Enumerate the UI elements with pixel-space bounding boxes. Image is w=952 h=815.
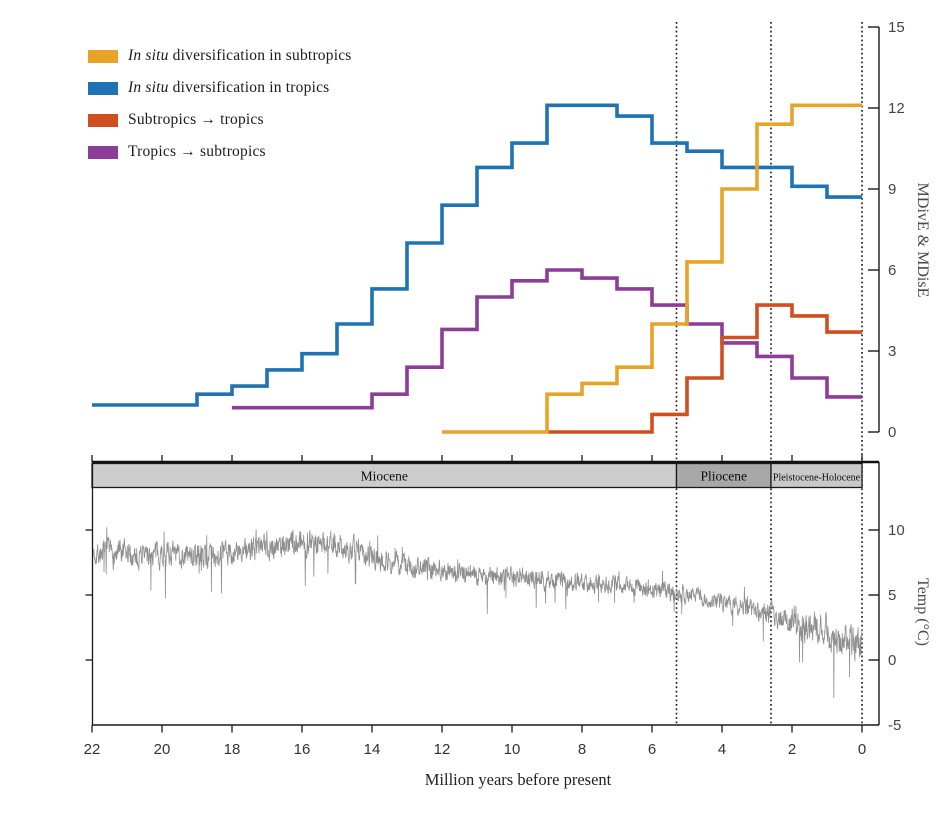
mdive-tick-label: 0 bbox=[888, 424, 896, 441]
temp-tick-label: 5 bbox=[888, 587, 896, 604]
epoch-box bbox=[675, 462, 772, 489]
temp-tick-label: 0 bbox=[888, 652, 896, 669]
epoch-bar: Miocene Pliocene Pleistocene-Holocene bbox=[91, 455, 879, 489]
temp-tick-label: 10 bbox=[888, 522, 905, 539]
legend-item-subtropics-to-tropics: Subtropics → tropics bbox=[88, 111, 264, 128]
x-tick-label: 20 bbox=[154, 741, 171, 758]
mdive-tick-label: 6 bbox=[888, 262, 896, 279]
legend-swatch bbox=[88, 145, 118, 159]
legend-item-tropics-to-subtropics: Tropics → subtropics bbox=[88, 143, 266, 160]
x-tick-label: 22 bbox=[84, 741, 101, 758]
x-tick-label: 0 bbox=[858, 741, 866, 758]
legend-label: Subtropics → tropics bbox=[128, 111, 264, 128]
temp-tick-label: -5 bbox=[888, 717, 901, 734]
step-series-subtropics-to-tropics bbox=[547, 303, 862, 434]
mdive-tick-label: 15 bbox=[888, 19, 905, 36]
mdive-tick-label: 3 bbox=[888, 343, 896, 360]
temp-panel: 10 5 0 -5 bbox=[85, 462, 905, 734]
legend-swatch bbox=[88, 49, 118, 63]
step-series-tropics-to-subtropics bbox=[232, 268, 862, 410]
x-axis: 22 20 18 16 14 12 10 8 6 4 2 0 bbox=[84, 725, 866, 758]
epoch-label: Pliocene bbox=[701, 469, 748, 484]
legend-swatch bbox=[88, 113, 118, 127]
epoch-box bbox=[91, 462, 678, 489]
mdive-tick-label: 12 bbox=[888, 100, 905, 117]
x-tick-label: 4 bbox=[718, 741, 726, 758]
legend-item-in-situ-tropics: In situ diversification in tropics bbox=[88, 79, 330, 96]
mdive-axis: 0 3 6 9 12 15 bbox=[868, 19, 905, 441]
x-tick-label: 2 bbox=[788, 741, 796, 758]
x-tick-label: 12 bbox=[434, 741, 451, 758]
legend-label: Tropics → subtropics bbox=[128, 143, 266, 160]
epoch-label: Miocene bbox=[361, 469, 408, 484]
temperature-line bbox=[93, 527, 863, 698]
mdive-tick-label: 9 bbox=[888, 181, 896, 198]
legend-label: In situ diversification in subtropics bbox=[128, 47, 352, 64]
legend-item-in-situ-subtropics: In situ diversification in subtropics bbox=[88, 47, 352, 64]
x-axis-title: Million years before present bbox=[424, 770, 612, 789]
x-tick-label: 8 bbox=[578, 741, 586, 758]
temp-axis-title: Temp (°C) bbox=[914, 578, 931, 646]
mdive-axis-title: MDivE & MDisE bbox=[914, 182, 931, 298]
legend-swatch bbox=[88, 81, 118, 95]
x-tick-label: 6 bbox=[648, 741, 656, 758]
x-tick-label: 14 bbox=[364, 741, 381, 758]
legend-label: In situ diversification in tropics bbox=[128, 79, 330, 96]
step-series-in-situ-subtropics bbox=[442, 103, 862, 434]
step-series-in-situ-tropics bbox=[92, 103, 862, 407]
x-tick-label: 18 bbox=[224, 741, 241, 758]
epoch-box bbox=[770, 462, 863, 489]
x-tick-label: 10 bbox=[504, 741, 521, 758]
x-tick-label: 16 bbox=[294, 741, 311, 758]
epoch-label: Pleistocene-Holocene bbox=[773, 473, 861, 484]
